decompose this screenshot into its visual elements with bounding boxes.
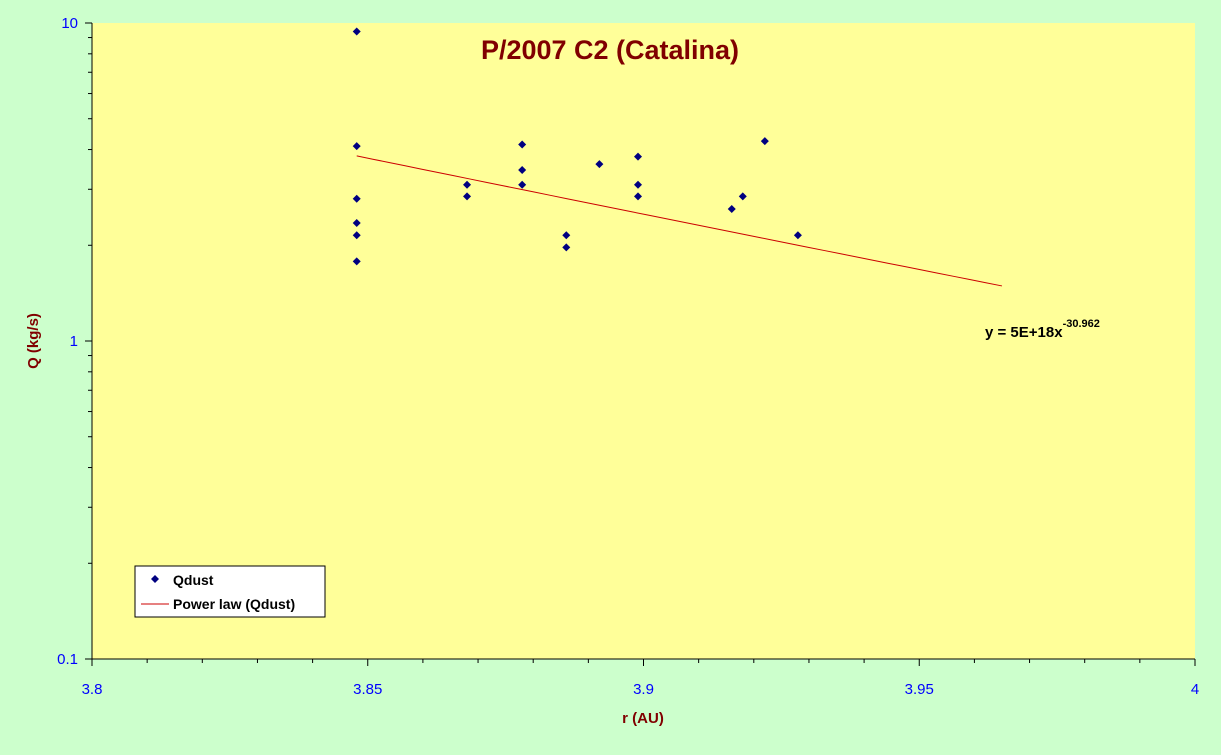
data-point: [463, 180, 472, 189]
data-point: [352, 231, 361, 240]
y-ticks: 0.1 1 10: [57, 15, 92, 668]
data-point: [595, 160, 604, 169]
legend-box: [134, 565, 326, 618]
data-point: [633, 192, 642, 201]
x-tick-label: 4: [1191, 681, 1199, 698]
trendline-power-law: [356, 155, 1003, 287]
data-point: [793, 231, 802, 240]
data-point: [463, 192, 472, 201]
data-point: [633, 152, 642, 161]
data-point: [562, 243, 571, 252]
data-point: [352, 194, 361, 203]
y-tick-label: 0.1: [57, 651, 78, 668]
legend-label-qdust: Qdust: [173, 572, 214, 588]
x-tick-label: 3.9: [633, 681, 654, 698]
x-tick-label: 3.95: [905, 681, 934, 698]
data-point: [352, 142, 361, 151]
x-tick-label: 3.85: [353, 681, 382, 698]
data-point: [352, 219, 361, 228]
data-point: [738, 192, 747, 201]
chart-title: P/2007 C2 (Catalina): [481, 35, 739, 65]
data-point: [352, 27, 361, 36]
data-points: [352, 27, 802, 266]
data-point: [518, 165, 527, 174]
equation-base: y = 5E+18x: [985, 324, 1063, 341]
trendline-group: [356, 155, 1003, 287]
trendline-equation: y = 5E+18x-30.962: [985, 318, 1100, 341]
equation-text: y = 5E+18x-30.962: [985, 318, 1100, 341]
data-point: [760, 137, 769, 146]
y-tick-label: 1: [70, 333, 78, 350]
plot-area: [92, 23, 1195, 659]
x-tick-label: 3.8: [82, 681, 103, 698]
data-point: [352, 257, 361, 266]
x-minor-ticks: [146, 659, 1141, 663]
legend-label-powerlaw: Power law (Qdust): [173, 596, 295, 612]
x-ticks: 3.8 3.85 3.9 3.95 4: [82, 659, 1199, 698]
data-point: [562, 231, 571, 240]
x-axis-title: r (AU): [622, 710, 664, 727]
data-point: [633, 180, 642, 189]
legend: Qdust Power law (Qdust): [134, 565, 326, 618]
legend-marker-qdust: [151, 575, 159, 583]
data-point: [518, 180, 527, 189]
y-axis-title: Q (kg/s): [25, 313, 42, 369]
data-point: [727, 205, 736, 214]
data-point: [518, 140, 527, 149]
equation-exponent: -30.962: [1063, 318, 1100, 330]
y-tick-label: 10: [61, 15, 78, 32]
